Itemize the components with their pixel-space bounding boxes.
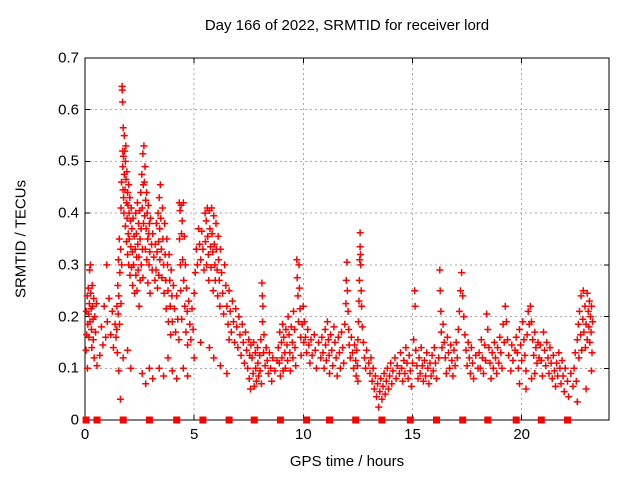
scatter-points-SRMTID <box>82 82 597 411</box>
x-tick-label: 0 <box>80 426 90 443</box>
x-tick-label: 5 <box>189 426 199 443</box>
y-tick-label: 0.4 <box>58 204 79 222</box>
x-tick-label: 15 <box>404 426 421 443</box>
y-tick-label: 0.3 <box>58 256 79 274</box>
y-tick-label: 0.6 <box>58 101 79 119</box>
chart-title: Day 166 of 2022, SRMTID for receiver lor… <box>204 17 490 34</box>
y-tick-label: 0.2 <box>58 308 79 326</box>
x-tick-label: 20 <box>513 426 530 443</box>
zero-markers-zero-line-markers <box>82 416 571 424</box>
y-tick-label: 0.7 <box>58 49 79 67</box>
plot-border <box>84 57 610 421</box>
y-tick-label: 0.1 <box>58 359 79 377</box>
x-axis-label: GPS time / hours <box>289 453 405 470</box>
y-tick-label: 0.5 <box>58 152 79 170</box>
x-tick-label: 10 <box>294 426 312 443</box>
y-tick-label: 0 <box>70 411 79 429</box>
